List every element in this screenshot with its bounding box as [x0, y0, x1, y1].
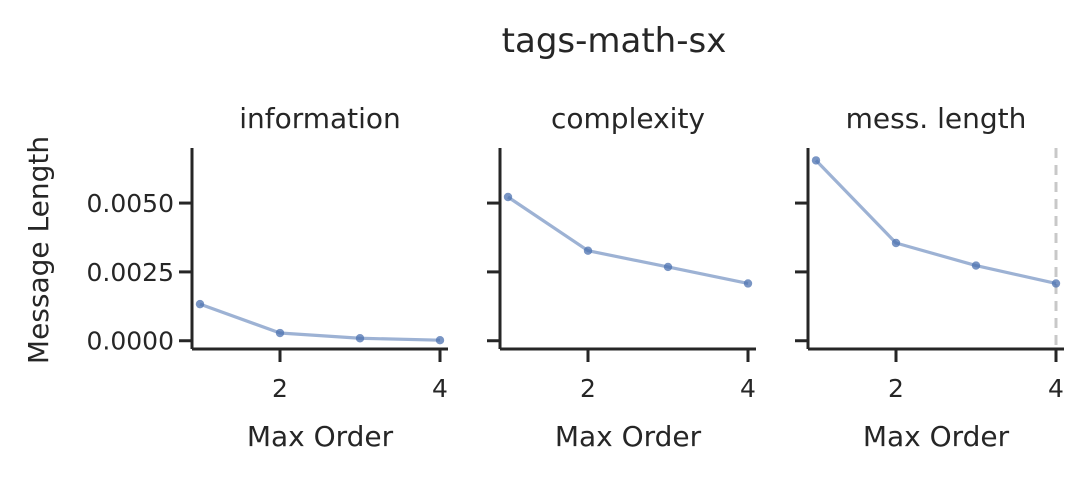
panel-title: mess. length — [846, 102, 1027, 135]
x-tick-label: 2 — [888, 374, 904, 403]
x-tick-label: 4 — [1048, 374, 1064, 403]
panel-information: information Max Order 0.0000 0.0025 0.0050… — [87, 102, 448, 453]
series-line — [507, 195, 749, 286]
x-tick-label: 2 — [580, 374, 596, 403]
x-tick-label: 4 — [740, 374, 756, 403]
y-tick-label: 0.0025 — [87, 258, 174, 287]
data-point — [1051, 279, 1061, 288]
series-line — [814, 159, 1057, 286]
panel-complexity: complexity Max Order 2 4 — [487, 102, 756, 453]
data-point — [435, 335, 445, 345]
data-point — [355, 334, 365, 343]
data-point — [811, 156, 821, 165]
y-tick-label: 0.0050 — [87, 189, 174, 218]
y-axis-label: Message Length — [22, 136, 55, 364]
x-axis-label: Max Order — [247, 420, 394, 453]
data-point — [891, 238, 901, 248]
data-point — [663, 262, 673, 272]
data-point — [971, 261, 981, 270]
data-point — [195, 299, 205, 309]
series-line — [199, 302, 441, 342]
panel-title: complexity — [551, 102, 705, 135]
figure-suptitle: tags-math-sx — [502, 21, 727, 61]
panel-title: information — [239, 102, 401, 135]
data-point — [503, 192, 513, 202]
data-point — [275, 328, 285, 338]
x-axis-label: Max Order — [863, 420, 1010, 453]
x-tick-label: 2 — [272, 374, 288, 403]
panel-mess-length: mess. length Max Order 2 4 — [795, 102, 1064, 453]
x-tick-label: 4 — [432, 374, 448, 403]
data-point — [583, 246, 593, 255]
data-point — [743, 279, 753, 288]
x-axis-label: Max Order — [555, 420, 702, 453]
y-tick-label: 0.0000 — [87, 327, 174, 356]
